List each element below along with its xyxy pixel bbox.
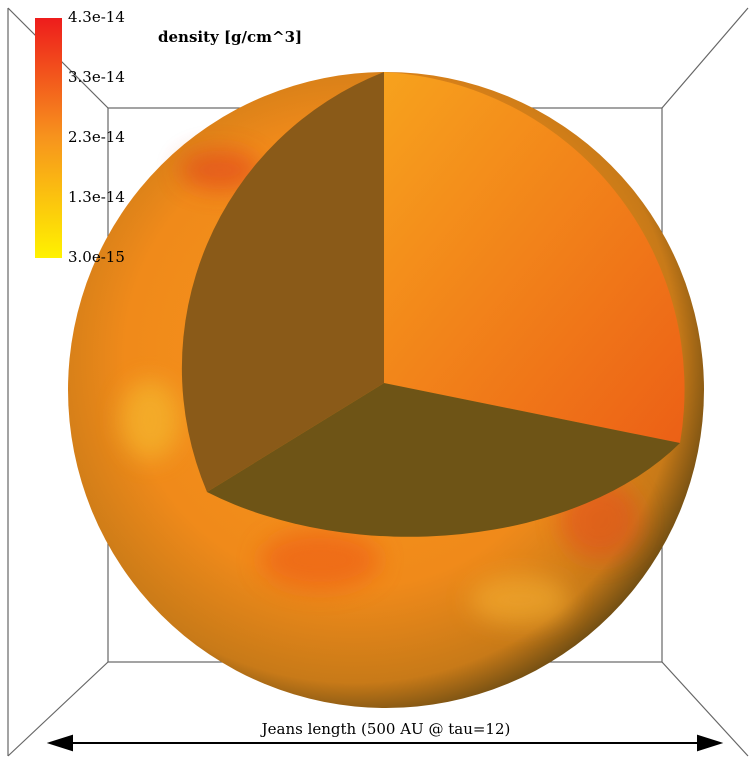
colorbar-tick-label: 4.3e-14	[68, 8, 125, 26]
texture	[120, 150, 640, 625]
colorbar-tick-label: 3.0e-15	[68, 248, 125, 266]
scale-arrow	[46, 734, 724, 752]
cut-face-bottom	[207, 383, 680, 537]
annotation: Jeans length (500 AU @ tau=12)	[260, 720, 511, 738]
cut-face-left	[181, 72, 384, 492]
title: density [g/cm^3]	[158, 28, 302, 46]
colorbar	[35, 18, 62, 258]
colorbar-tick-label: 1.3e-14	[68, 188, 125, 206]
colorbar-tick-label: 2.3e-14	[68, 128, 125, 146]
cut-face-right	[384, 72, 685, 443]
colorbar-tick-label: 3.3e-14	[68, 68, 125, 86]
